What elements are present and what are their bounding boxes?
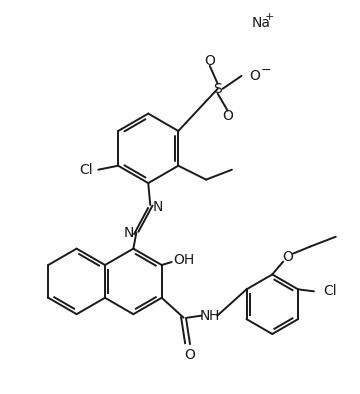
Text: Cl: Cl: [323, 284, 337, 298]
Text: O: O: [184, 348, 195, 362]
Text: OH: OH: [173, 253, 194, 267]
Text: N: N: [153, 200, 163, 214]
Text: S: S: [213, 82, 222, 96]
Text: Cl: Cl: [80, 163, 93, 177]
Text: O: O: [249, 69, 260, 83]
Text: O: O: [204, 54, 215, 68]
Text: O: O: [222, 109, 233, 123]
Text: O: O: [283, 249, 294, 264]
Text: N: N: [123, 226, 134, 240]
Text: N: N: [199, 309, 210, 323]
Text: +: +: [265, 12, 274, 22]
Text: H: H: [208, 309, 219, 323]
Text: −: −: [261, 64, 271, 77]
Text: Na: Na: [251, 16, 270, 30]
